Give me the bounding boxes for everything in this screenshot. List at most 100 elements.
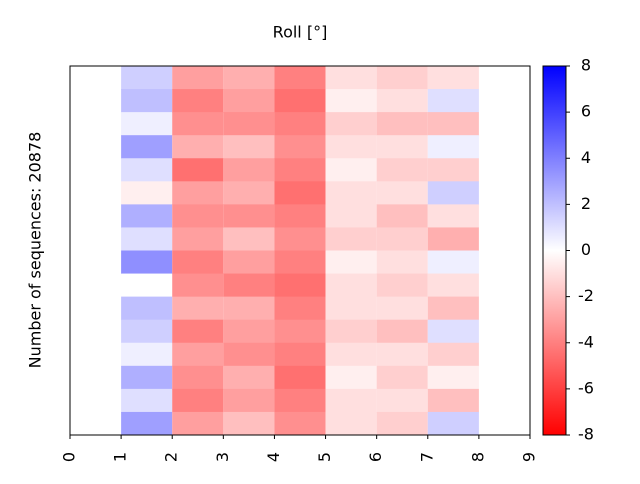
heatmap-cell (325, 158, 377, 182)
x-tick-label: 3 (213, 452, 232, 462)
heatmap-cell (121, 250, 173, 275)
heatmap-cell (172, 66, 224, 90)
heatmap-cell (223, 158, 275, 182)
heatmap-cell (427, 227, 479, 251)
heatmap-cell (172, 411, 224, 436)
heatmap-cell (223, 204, 275, 228)
heatmap-cell (376, 158, 428, 182)
heatmap-cell (325, 388, 377, 413)
heatmap-cell (223, 296, 275, 321)
heatmap-cell (376, 135, 428, 159)
heatmap-cell (121, 365, 173, 390)
heatmap-cell (376, 411, 428, 436)
heatmap-cell (172, 365, 224, 390)
heatmap-cell (172, 319, 224, 344)
heatmap-cell (325, 250, 377, 275)
heatmap-cell (325, 66, 377, 90)
heatmap-cell (427, 250, 479, 275)
heatmap-cell (121, 296, 173, 321)
heatmap-cell (223, 89, 275, 113)
heatmap-cell (376, 181, 428, 205)
heatmap-cell (172, 227, 224, 251)
x-tick-label: 7 (417, 452, 436, 462)
heatmap-cell (274, 204, 326, 228)
heatmap-cell (274, 181, 326, 205)
heatmap-cell (121, 66, 173, 90)
heatmap-cell (274, 250, 326, 275)
heatmap-cell (325, 296, 377, 321)
heatmap-cell (274, 411, 326, 436)
heatmap-cell (427, 342, 479, 367)
heatmap-cell (121, 181, 173, 205)
heatmap-cell (274, 388, 326, 413)
heatmap-cell (223, 319, 275, 344)
heatmap-cell (223, 66, 275, 90)
heatmap-cell (427, 365, 479, 390)
heatmap-cell (223, 388, 275, 413)
heatmap-cell (121, 273, 173, 298)
heatmap-cell (274, 342, 326, 367)
heatmap-cell (172, 204, 224, 228)
heatmap-cell (427, 135, 479, 159)
heatmap-cell (325, 135, 377, 159)
heatmap-cell (121, 411, 173, 436)
heatmap-cell (223, 135, 275, 159)
heatmap-cell (172, 273, 224, 298)
heatmap-cell (376, 204, 428, 228)
heatmap-cell (376, 66, 428, 90)
heatmap-cell (172, 135, 224, 159)
x-tick-label: 8 (468, 452, 487, 462)
heatmap-cell (427, 89, 479, 113)
heatmap-cell (376, 296, 428, 321)
heatmap-cell (427, 319, 479, 344)
heatmap-cell (376, 89, 428, 113)
heatmap-cell (376, 342, 428, 367)
heatmap-cell (172, 250, 224, 275)
heatmap-cell (274, 296, 326, 321)
heatmap-cell (121, 204, 173, 228)
plot-frame (69, 65, 531, 436)
heatmap-cell (172, 112, 224, 136)
x-tick-label: 2 (162, 452, 181, 462)
x-tick-label: 1 (111, 452, 130, 462)
heatmap-cell (325, 181, 377, 205)
colorbar-tick-label: 6 (581, 102, 591, 121)
x-tick-label: 0 (60, 452, 79, 462)
colorbar (543, 66, 566, 435)
x-tick-label: 4 (264, 452, 283, 462)
heatmap-cell (427, 204, 479, 228)
heatmap-cell (223, 250, 275, 275)
heatmap-cell (223, 181, 275, 205)
x-tick-label: 9 (520, 452, 539, 462)
heatmap-cell (427, 411, 479, 436)
heatmap-cell (121, 89, 173, 113)
heatmap-cell (376, 250, 428, 275)
heatmap-cell (427, 66, 479, 90)
heatmap-cell (172, 181, 224, 205)
heatmap-cell (325, 227, 377, 251)
x-tick-label: 6 (366, 452, 385, 462)
heatmap-cell (223, 342, 275, 367)
colorbar-tick-label: -2 (578, 286, 594, 305)
heatmap-cell (172, 388, 224, 413)
heatmap-cell (121, 388, 173, 413)
heatmap-cell (121, 319, 173, 344)
chart-title: Roll [°] (273, 23, 328, 42)
heatmap-cell (274, 319, 326, 344)
colorbar-tick-label: -6 (578, 378, 594, 397)
heatmap-cell (274, 273, 326, 298)
heatmap-cell (427, 112, 479, 136)
heatmap-cell (274, 365, 326, 390)
heatmap-cell (274, 158, 326, 182)
heatmap-cell (223, 227, 275, 251)
y-axis-label: Number of sequences: 20878 (26, 132, 45, 369)
heatmap-cell (427, 296, 479, 321)
heatmap-cell (223, 411, 275, 436)
heatmap-cell (376, 388, 428, 413)
heatmap-cell (376, 112, 428, 136)
heatmap-cell (325, 89, 377, 113)
heatmap-cell (325, 273, 377, 298)
heatmap-cell (325, 342, 377, 367)
colorbar-tick-label: 0 (581, 240, 591, 259)
